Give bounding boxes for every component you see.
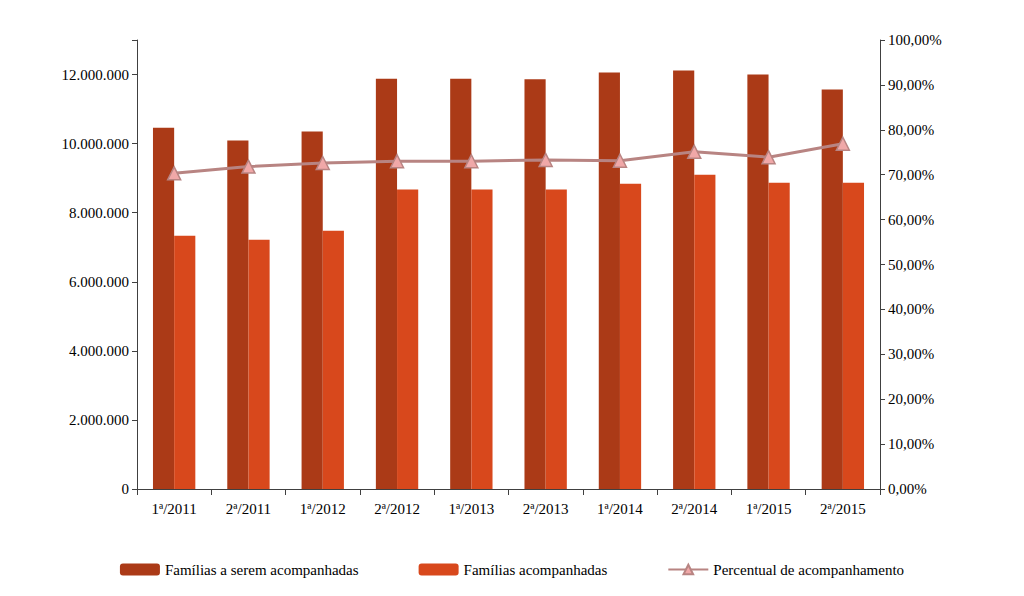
svg-text:70,00%: 70,00% xyxy=(888,167,934,183)
svg-text:30,00%: 30,00% xyxy=(888,346,934,362)
svg-text:12.000.000: 12.000.000 xyxy=(62,67,130,83)
svg-text:4.000.000: 4.000.000 xyxy=(69,343,129,359)
svg-text:1ª/2011: 1ª/2011 xyxy=(152,501,197,517)
svg-text:80,00%: 80,00% xyxy=(888,122,934,138)
svg-text:50,00%: 50,00% xyxy=(888,257,934,273)
svg-text:8.000.000: 8.000.000 xyxy=(69,205,129,221)
svg-text:10,00%: 10,00% xyxy=(888,436,934,452)
svg-text:2.000.000: 2.000.000 xyxy=(69,412,129,428)
svg-text:10.000.000: 10.000.000 xyxy=(62,136,130,152)
svg-text:0,00%: 0,00% xyxy=(888,481,927,497)
svg-text:1ª/2015: 1ª/2015 xyxy=(746,501,792,517)
svg-text:90,00%: 90,00% xyxy=(888,77,934,93)
svg-text:6.000.000: 6.000.000 xyxy=(69,274,129,290)
svg-text:60,00%: 60,00% xyxy=(888,212,934,228)
svg-text:2ª/2015: 2ª/2015 xyxy=(820,501,866,517)
svg-text:40,00%: 40,00% xyxy=(888,301,934,317)
svg-text:Percentual de acompanhamento: Percentual de acompanhamento xyxy=(713,562,904,578)
svg-text:Famílias acompanhadas: Famílias acompanhadas xyxy=(464,562,608,578)
svg-text:2ª/2011: 2ª/2011 xyxy=(226,501,271,517)
svg-text:1ª/2012: 1ª/2012 xyxy=(300,501,346,517)
svg-text:20,00%: 20,00% xyxy=(888,391,934,407)
svg-text:1ª/2014: 1ª/2014 xyxy=(597,501,643,517)
svg-text:2ª/2014: 2ª/2014 xyxy=(671,501,717,517)
svg-text:0: 0 xyxy=(122,481,130,497)
svg-text:Famílias a serem acompanhadas: Famílias a serem acompanhadas xyxy=(165,562,359,578)
svg-text:1ª/2013: 1ª/2013 xyxy=(448,501,494,517)
svg-text:100,00%: 100,00% xyxy=(888,32,942,48)
svg-text:2ª/2013: 2ª/2013 xyxy=(523,501,569,517)
svg-text:2ª/2012: 2ª/2012 xyxy=(374,501,420,517)
